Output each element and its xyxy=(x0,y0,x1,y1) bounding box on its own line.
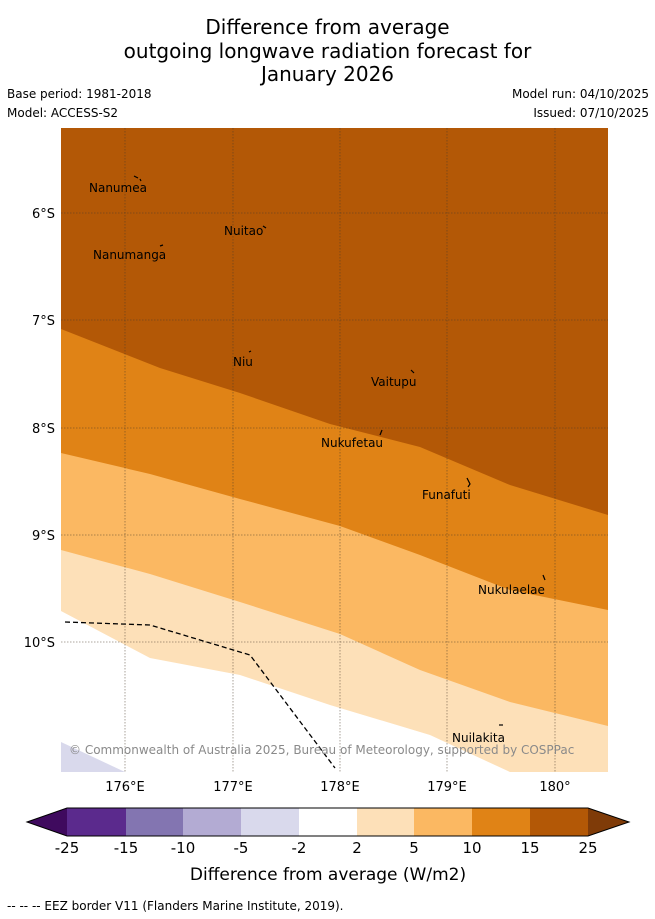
colorbar-segment xyxy=(414,808,472,836)
colorbar xyxy=(25,807,631,837)
lat-label: 6°S xyxy=(32,207,55,222)
colorbar-ticks: -25 -15 -10 -5 -2 2 5 10 15 25 xyxy=(55,839,598,857)
island-nukufetau xyxy=(379,429,383,436)
lon-label: 180° xyxy=(539,780,570,795)
island-nanumanga xyxy=(159,244,164,247)
colorbar-tick: -5 xyxy=(234,839,249,857)
colorbar-label: Difference from average (W/m2) xyxy=(190,865,466,885)
lat-label: 8°S xyxy=(32,422,55,437)
island-vaitupu xyxy=(410,369,415,374)
island-nuitao xyxy=(262,225,267,229)
title-line-1: Difference from average xyxy=(205,15,450,39)
chart-title: Difference from average outgoing longwav… xyxy=(0,15,655,87)
island-nukulaelae xyxy=(542,574,546,581)
base-period: Base period: 1981-2018 xyxy=(7,87,152,101)
place-label: Nukufetau xyxy=(321,436,383,450)
lat-label: 10°S xyxy=(24,636,55,651)
lon-label: 176°E xyxy=(105,780,145,795)
colorbar-segment xyxy=(472,808,530,836)
colorbar-segment xyxy=(241,808,299,836)
colorbar-tick: 25 xyxy=(578,839,597,857)
place-label: Nuitao xyxy=(224,224,263,238)
colorbar-tick: 2 xyxy=(352,839,362,857)
colorbar-tick: 15 xyxy=(520,839,539,857)
title-line-3: January 2026 xyxy=(260,62,395,86)
eez-border-legend: -- -- -- EEZ border V11 (Flanders Marine… xyxy=(7,899,344,913)
longitude-labels: 176°E 177°E 178°E 179°E 180° xyxy=(105,780,570,795)
place-label: Nanumanga xyxy=(93,248,166,262)
place-label: Niu xyxy=(233,355,253,369)
lon-label: 178°E xyxy=(320,780,360,795)
colorbar-segment xyxy=(530,808,588,836)
lat-label: 9°S xyxy=(32,529,55,544)
colorbar-tick: -15 xyxy=(114,839,139,857)
lat-label: 7°S xyxy=(32,314,55,329)
anomaly-field xyxy=(61,128,608,772)
colorbar-tick: -10 xyxy=(171,839,196,857)
latitude-labels: 6°S 7°S 8°S 9°S 10°S xyxy=(24,207,55,651)
place-label: Nanumea xyxy=(89,181,147,195)
island-nanumea xyxy=(133,175,142,182)
colorbar-tick: -2 xyxy=(292,839,307,857)
model-name: Model: ACCESS-S2 xyxy=(7,106,119,120)
colorbar-tick: -25 xyxy=(55,839,80,857)
colorbar-segment xyxy=(126,808,183,836)
graticule xyxy=(61,128,608,772)
place-label: Nukulaelae xyxy=(478,583,545,597)
issued-date: Issued: 07/10/2025 xyxy=(533,106,649,120)
island-funafuti xyxy=(466,477,471,488)
band-minus-2-5 xyxy=(61,742,125,772)
colorbar-tick: 5 xyxy=(409,839,419,857)
place-label: Nuilakita xyxy=(452,731,505,745)
copyright-notice: © Commonwealth of Australia 2025, Bureau… xyxy=(69,743,574,757)
lon-label: 179°E xyxy=(427,780,467,795)
island-niu xyxy=(248,350,252,353)
place-labels: Nanumea Nuitao Nanumanga Niu Vaitupu Nuk… xyxy=(89,181,545,745)
lon-label: 177°E xyxy=(213,780,253,795)
colorbar-segment xyxy=(299,808,357,836)
colorbar-segment xyxy=(183,808,241,836)
model-run: Model run: 04/10/2025 xyxy=(511,87,649,101)
colorbar-segment xyxy=(67,808,126,836)
colorbar-segment xyxy=(357,808,414,836)
colorbar-high-extension xyxy=(588,808,629,836)
island-outlines xyxy=(133,175,546,726)
colorbar-outline xyxy=(25,807,631,837)
place-label: Vaitupu xyxy=(371,375,417,389)
title-line-2: outgoing longwave radiation forecast for xyxy=(123,38,532,63)
colorbar-tick: 10 xyxy=(462,839,481,857)
place-label: Funafuti xyxy=(422,488,471,502)
colorbar-low-extension xyxy=(27,808,67,836)
eez-border-line xyxy=(64,621,336,769)
band-neutral xyxy=(61,611,510,772)
